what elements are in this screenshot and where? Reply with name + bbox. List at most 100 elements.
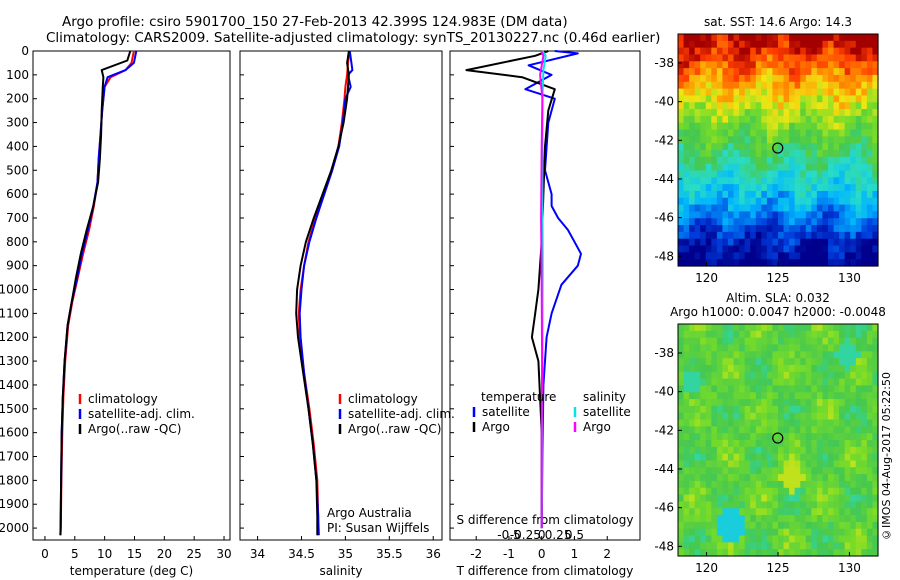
sla_map-cell — [700, 433, 707, 441]
sla_map-cell — [755, 324, 762, 332]
sst_map-cell — [772, 190, 779, 199]
sst_map-cell — [733, 238, 740, 247]
sla_map-cell — [794, 358, 801, 366]
sst_map-cell — [716, 109, 724, 117]
sst_map-cell — [766, 204, 774, 213]
sst_map-cell — [766, 190, 774, 199]
sla_map-cell — [839, 378, 846, 387]
sla_map-cell — [728, 446, 735, 455]
sst_map-cell — [755, 74, 762, 83]
sst_map-cell — [750, 122, 757, 131]
sst_map-cell — [739, 156, 746, 165]
sla_map-cell — [750, 412, 757, 421]
sst_map-cell — [711, 95, 718, 103]
sla_map-cell — [833, 378, 840, 387]
sst_map-cell — [816, 231, 824, 240]
sla_map-cell — [766, 330, 774, 339]
sla_map-cell — [811, 364, 818, 373]
sst_map-cell — [728, 259, 735, 267]
sla_map-cell — [733, 419, 740, 427]
sst_map-cell — [772, 238, 779, 247]
sst_map-cell — [772, 47, 779, 56]
sla_map-cell — [683, 344, 690, 352]
sla_map-cell — [739, 405, 746, 414]
sla_map-cell — [789, 467, 796, 475]
sst_map-cell — [750, 61, 757, 69]
sst_map-cell — [850, 225, 857, 233]
sst_map-cell — [689, 88, 696, 97]
sst_map-cell — [744, 136, 751, 144]
sst_map-cell — [805, 170, 812, 178]
sst_map-cell — [822, 190, 829, 199]
sla_map-cell — [855, 528, 862, 537]
sla_map-cell — [828, 337, 835, 346]
sla_map-cell — [833, 412, 840, 421]
sla_map-cell — [683, 528, 690, 537]
sla_map-cell — [805, 412, 812, 421]
sst_map-cell — [872, 156, 879, 165]
sst_map-cell — [855, 47, 862, 56]
sla_map-cell — [700, 446, 707, 455]
sla_map-cell — [816, 480, 824, 489]
sla_map-cell — [800, 324, 807, 332]
sst_map-cell — [872, 34, 879, 42]
sst_map-cell — [683, 170, 690, 178]
sst_map-cell — [694, 95, 701, 103]
sst_map-cell — [711, 252, 718, 260]
sla_map-cell — [778, 480, 785, 489]
difference-series-line — [539, 50, 545, 529]
sst_map-cell — [839, 47, 846, 56]
sst_map-cell — [772, 129, 779, 137]
sla_map-cell — [794, 480, 801, 489]
sst_map-cell — [716, 115, 724, 124]
sst_map-cell — [733, 81, 740, 90]
sst_map-cell — [816, 156, 824, 165]
sst_map-cell — [739, 163, 746, 172]
sst_map-cell — [766, 197, 774, 206]
sst_map-cell — [866, 211, 874, 219]
sst_map-cell — [689, 109, 696, 117]
sla_map-cell — [728, 405, 735, 414]
sst_map-cell — [783, 163, 790, 172]
sla_map-cell — [822, 419, 829, 427]
sst_map-cell — [700, 115, 707, 124]
sst_map-cell — [705, 170, 712, 178]
sla_map-ytick-label: -48 — [654, 539, 674, 553]
sla_map-cell — [855, 480, 862, 489]
sst_map-cell — [711, 170, 718, 178]
sst_map-cell — [733, 61, 740, 69]
sla_map-cell — [800, 494, 807, 503]
sla_map-cell — [816, 453, 824, 462]
sla_map-cell — [755, 474, 762, 482]
sla_map-cell — [772, 515, 779, 523]
sst_map-cell — [828, 245, 835, 253]
sst_map-cell — [766, 40, 774, 49]
sla_map-cell — [872, 371, 879, 380]
sst_map-cell — [850, 129, 857, 137]
sla_map-cell — [811, 460, 818, 468]
sla_map-cell — [828, 412, 835, 421]
sla_map-cell — [694, 508, 701, 516]
sst_map-cell — [694, 252, 701, 260]
sla_map-cell — [833, 399, 840, 407]
sst_map-cell — [778, 34, 785, 42]
sst_map-cell — [683, 238, 690, 247]
sla_map-cell — [744, 426, 751, 434]
sst_map-cell — [755, 34, 762, 42]
sst_map-cell — [744, 102, 751, 110]
sst_map-cell — [689, 231, 696, 240]
sst_map-cell — [700, 136, 707, 144]
sst_map-cell — [683, 245, 690, 253]
sla_map-cell — [683, 453, 690, 462]
sla_map-cell — [739, 412, 746, 421]
sla_map-cell — [700, 358, 707, 366]
sst_map-cell — [761, 231, 768, 240]
sla_map-cell — [678, 364, 685, 373]
sst_map-cell — [783, 197, 790, 206]
sla_map-cell — [728, 324, 735, 332]
sst_map-cell — [683, 34, 690, 42]
sla_map-cell — [811, 535, 818, 543]
sla_map-cell — [844, 433, 851, 441]
sst_map-cell — [833, 54, 840, 62]
sla_map-cell — [816, 528, 824, 537]
